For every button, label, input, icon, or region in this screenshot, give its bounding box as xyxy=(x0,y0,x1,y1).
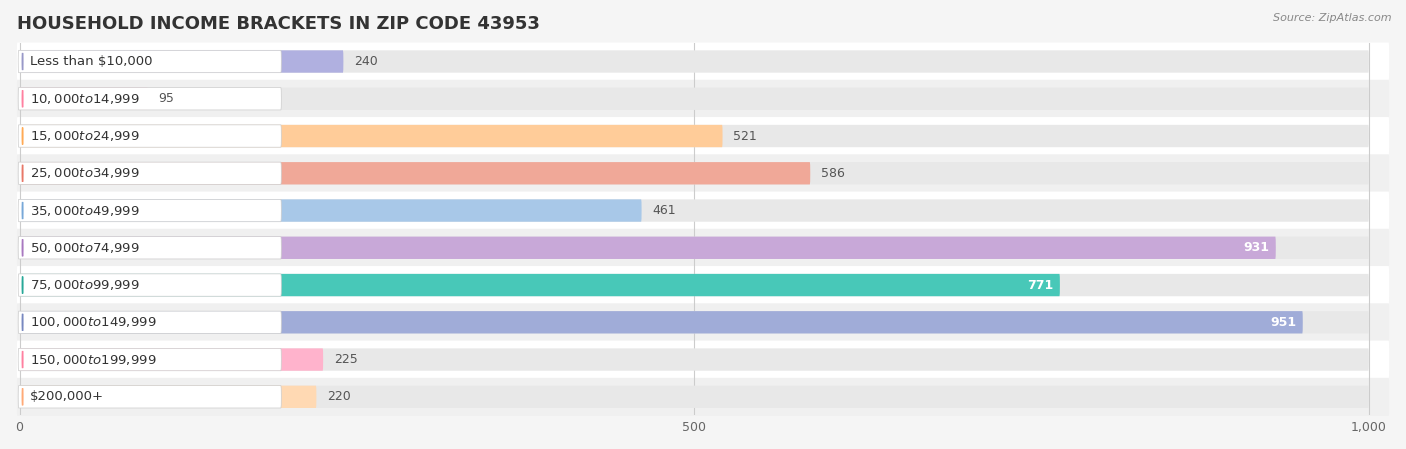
Text: Source: ZipAtlas.com: Source: ZipAtlas.com xyxy=(1274,13,1392,23)
FancyBboxPatch shape xyxy=(18,199,281,222)
FancyBboxPatch shape xyxy=(20,237,1369,259)
FancyBboxPatch shape xyxy=(18,162,281,185)
FancyBboxPatch shape xyxy=(20,50,1369,73)
Text: 951: 951 xyxy=(1270,316,1296,329)
FancyBboxPatch shape xyxy=(17,43,1389,80)
Text: Less than $10,000: Less than $10,000 xyxy=(30,55,152,68)
FancyBboxPatch shape xyxy=(17,192,1389,229)
Text: 461: 461 xyxy=(652,204,676,217)
Text: $200,000+: $200,000+ xyxy=(30,390,104,403)
FancyBboxPatch shape xyxy=(17,229,1389,267)
Text: $10,000 to $14,999: $10,000 to $14,999 xyxy=(30,92,139,106)
FancyBboxPatch shape xyxy=(20,199,1369,222)
FancyBboxPatch shape xyxy=(20,274,1060,296)
FancyBboxPatch shape xyxy=(20,386,1369,408)
FancyBboxPatch shape xyxy=(20,50,343,73)
FancyBboxPatch shape xyxy=(17,154,1389,192)
Text: 225: 225 xyxy=(335,353,357,366)
Text: 240: 240 xyxy=(354,55,378,68)
FancyBboxPatch shape xyxy=(17,304,1389,341)
FancyBboxPatch shape xyxy=(20,162,810,185)
Text: $25,000 to $34,999: $25,000 to $34,999 xyxy=(30,166,139,180)
Text: 220: 220 xyxy=(328,390,352,403)
FancyBboxPatch shape xyxy=(17,117,1389,155)
FancyBboxPatch shape xyxy=(20,162,1369,185)
FancyBboxPatch shape xyxy=(20,386,316,408)
FancyBboxPatch shape xyxy=(20,125,723,147)
FancyBboxPatch shape xyxy=(20,125,1369,147)
FancyBboxPatch shape xyxy=(18,125,281,147)
FancyBboxPatch shape xyxy=(18,50,281,73)
Text: 771: 771 xyxy=(1026,278,1053,291)
FancyBboxPatch shape xyxy=(17,266,1389,304)
FancyBboxPatch shape xyxy=(20,311,1369,334)
FancyBboxPatch shape xyxy=(20,274,1369,296)
FancyBboxPatch shape xyxy=(17,378,1389,416)
FancyBboxPatch shape xyxy=(20,199,641,222)
FancyBboxPatch shape xyxy=(20,311,1303,334)
Text: $50,000 to $74,999: $50,000 to $74,999 xyxy=(30,241,139,255)
Text: HOUSEHOLD INCOME BRACKETS IN ZIP CODE 43953: HOUSEHOLD INCOME BRACKETS IN ZIP CODE 43… xyxy=(17,15,540,33)
FancyBboxPatch shape xyxy=(20,348,323,371)
FancyBboxPatch shape xyxy=(18,237,281,259)
FancyBboxPatch shape xyxy=(18,274,281,296)
FancyBboxPatch shape xyxy=(20,88,148,110)
FancyBboxPatch shape xyxy=(17,80,1389,118)
Text: $75,000 to $99,999: $75,000 to $99,999 xyxy=(30,278,139,292)
FancyBboxPatch shape xyxy=(18,348,281,371)
Text: $100,000 to $149,999: $100,000 to $149,999 xyxy=(30,315,156,329)
FancyBboxPatch shape xyxy=(18,311,281,334)
FancyBboxPatch shape xyxy=(20,237,1275,259)
FancyBboxPatch shape xyxy=(20,348,1369,371)
FancyBboxPatch shape xyxy=(18,88,281,110)
FancyBboxPatch shape xyxy=(20,88,1369,110)
Text: 931: 931 xyxy=(1243,241,1270,254)
Text: 95: 95 xyxy=(159,92,174,105)
Text: $35,000 to $49,999: $35,000 to $49,999 xyxy=(30,203,139,217)
Text: 521: 521 xyxy=(734,129,756,142)
Text: 586: 586 xyxy=(821,167,845,180)
FancyBboxPatch shape xyxy=(18,386,281,408)
FancyBboxPatch shape xyxy=(17,340,1389,379)
Text: $15,000 to $24,999: $15,000 to $24,999 xyxy=(30,129,139,143)
Text: $150,000 to $199,999: $150,000 to $199,999 xyxy=(30,352,156,366)
